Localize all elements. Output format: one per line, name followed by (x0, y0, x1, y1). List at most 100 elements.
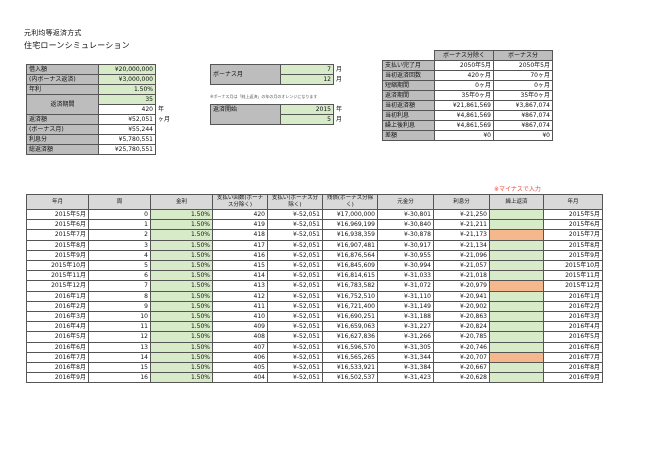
row-rate-input[interactable]: 1.50% (150, 239, 213, 251)
row-date-right: 2015年10月 (543, 260, 603, 272)
bonus-month-2-input[interactable]: 12 (280, 74, 334, 85)
schedule-row: 2016年2月 9 1.50% 411 ¥-52,051 ¥16,721,400 ¥-31,… (26, 300, 603, 313)
row-principal: ¥-31,110 (377, 290, 434, 302)
result-value: 70ヶ月 (493, 70, 553, 81)
schedule-header: 利息分 (433, 194, 490, 210)
row-count: 409 (212, 321, 268, 333)
row-prepay-input[interactable] (489, 239, 544, 251)
row-prepay-input[interactable] (489, 290, 544, 302)
bonus-month-1-input[interactable]: 7 (280, 64, 334, 75)
row-count: 406 (212, 351, 268, 364)
bonus-loan-input[interactable]: ¥3,000,000 (98, 74, 156, 85)
row-interest: ¥-21,134 (433, 239, 490, 251)
row-rate-input[interactable]: 1.50% (150, 362, 213, 374)
row-interest: ¥-20,667 (433, 362, 490, 374)
row-payment: ¥-52,051 (267, 321, 323, 333)
row-rate-input[interactable]: 1.50% (150, 372, 213, 384)
row-prepay-input[interactable] (489, 341, 544, 353)
period-years-input[interactable]: 35 (98, 94, 156, 105)
row-rate-input[interactable]: 1.50% (150, 249, 213, 262)
row-balance: ¥16,907,481 (322, 239, 378, 251)
row-payment: ¥-52,051 (267, 351, 323, 364)
row-count: 416 (212, 249, 268, 262)
row-prepay-input[interactable] (489, 260, 544, 272)
bonus-note: ※ボーナス月は「純上返済」の年の月のオレンジになります (210, 94, 318, 99)
row-prepay-input[interactable] (489, 280, 544, 292)
row-prepay-input[interactable] (489, 351, 544, 364)
row-rate-input[interactable]: 1.50% (150, 341, 213, 353)
result-value: 0ヶ月 (434, 80, 494, 91)
row-date: 2016年3月 (26, 311, 89, 323)
month-unit-1: 月 (336, 66, 343, 73)
result-row: 繰上後利息 ¥4,861,569 ¥867,074 (382, 120, 553, 131)
row-prepay-input[interactable] (489, 300, 544, 313)
interest-value: ¥5,780,551 (98, 134, 156, 145)
row-count: 418 (212, 229, 268, 241)
row-count: 405 (212, 362, 268, 374)
row-rate-input[interactable]: 1.50% (150, 331, 213, 343)
result-value: 420ヶ月 (434, 70, 494, 81)
rate-label: 年利 (26, 84, 99, 95)
rate-input[interactable]: 1.50% (98, 84, 156, 95)
row-date: 2016年4月 (26, 321, 89, 333)
row-balance: ¥17,000,000 (322, 208, 378, 221)
row-balance: ¥16,969,199 (322, 219, 378, 231)
row-count: 415 (212, 260, 268, 272)
bonus-payment-value: ¥55,244 (98, 124, 156, 135)
row-prepay-input[interactable] (489, 311, 544, 323)
start-month-input[interactable]: 5 (280, 114, 334, 125)
schedule-table: 年月周金利 支払い回数(ボーナス分除く) 支払い(ボーナス分除く) 残債(ボーナス分除… (26, 194, 603, 384)
row-interest: ¥-20,746 (433, 341, 490, 353)
row-principal: ¥-30,917 (377, 239, 434, 251)
row-rate-input[interactable]: 1.50% (150, 229, 213, 241)
row-rate-input[interactable]: 1.50% (150, 270, 213, 282)
start-year-input[interactable]: 2015 (280, 104, 334, 115)
row-rate-input[interactable]: 1.50% (150, 351, 213, 364)
row-index: 8 (88, 290, 151, 302)
row-prepay-input[interactable] (489, 208, 544, 221)
row-payment: ¥-52,051 (267, 229, 323, 241)
row-prepay-input[interactable] (489, 362, 544, 374)
row-rate-input[interactable]: 1.50% (150, 260, 213, 272)
row-date-right: 2016年1月 (543, 290, 603, 302)
row-principal: ¥-31,227 (377, 321, 434, 333)
row-prepay-input[interactable] (489, 219, 544, 231)
row-prepay-input[interactable] (489, 372, 544, 384)
row-prepay-input[interactable] (489, 331, 544, 343)
row-principal: ¥-30,994 (377, 260, 434, 272)
row-prepay-input[interactable] (489, 321, 544, 333)
row-principal: ¥-31,033 (377, 270, 434, 282)
row-prepay-input[interactable] (489, 270, 544, 282)
row-payment: ¥-52,051 (267, 219, 323, 231)
row-index: 5 (88, 260, 151, 272)
row-balance: ¥16,502,537 (322, 372, 378, 384)
schedule-row: 2016年8月 15 1.50% 405 ¥-52,051 ¥16,533,921 ¥-31… (26, 362, 603, 374)
row-rate-input[interactable]: 1.50% (150, 208, 213, 221)
row-payment: ¥-52,051 (267, 372, 323, 384)
row-payment: ¥-52,051 (267, 300, 323, 313)
row-prepay-input[interactable] (489, 229, 544, 241)
period-months-value: 420 (98, 104, 156, 115)
row-rate-input[interactable]: 1.50% (150, 321, 213, 333)
row-index: 14 (88, 351, 151, 364)
row-payment: ¥-52,051 (267, 239, 323, 251)
result-value: ¥4,861,569 (434, 120, 494, 131)
row-interest: ¥-21,096 (433, 249, 490, 262)
row-principal: ¥-31,266 (377, 331, 434, 343)
row-prepay-input[interactable] (489, 249, 544, 262)
result-value: 2050年5月 (434, 60, 494, 71)
row-rate-input[interactable]: 1.50% (150, 300, 213, 313)
row-index: 1 (88, 219, 151, 231)
months-unit: ヶ月 (158, 116, 171, 123)
row-date: 2016年5月 (26, 331, 89, 343)
schedule-row: 2016年6月 13 1.50% 407 ¥-52,051 ¥16,596,570 ¥-31… (26, 341, 603, 353)
row-rate-input[interactable]: 1.50% (150, 311, 213, 323)
loan-amount-input[interactable]: ¥20,000,000 (98, 64, 156, 75)
row-rate-input[interactable]: 1.50% (150, 280, 213, 292)
row-rate-input[interactable]: 1.50% (150, 219, 213, 231)
row-rate-input[interactable]: 1.50% (150, 290, 213, 302)
row-payment: ¥-52,051 (267, 270, 323, 282)
bonus-loan-label: (内ボーナス返済) (26, 74, 99, 85)
row-date-right: 2015年11月 (543, 270, 603, 282)
row-balance: ¥16,752,510 (322, 290, 378, 302)
